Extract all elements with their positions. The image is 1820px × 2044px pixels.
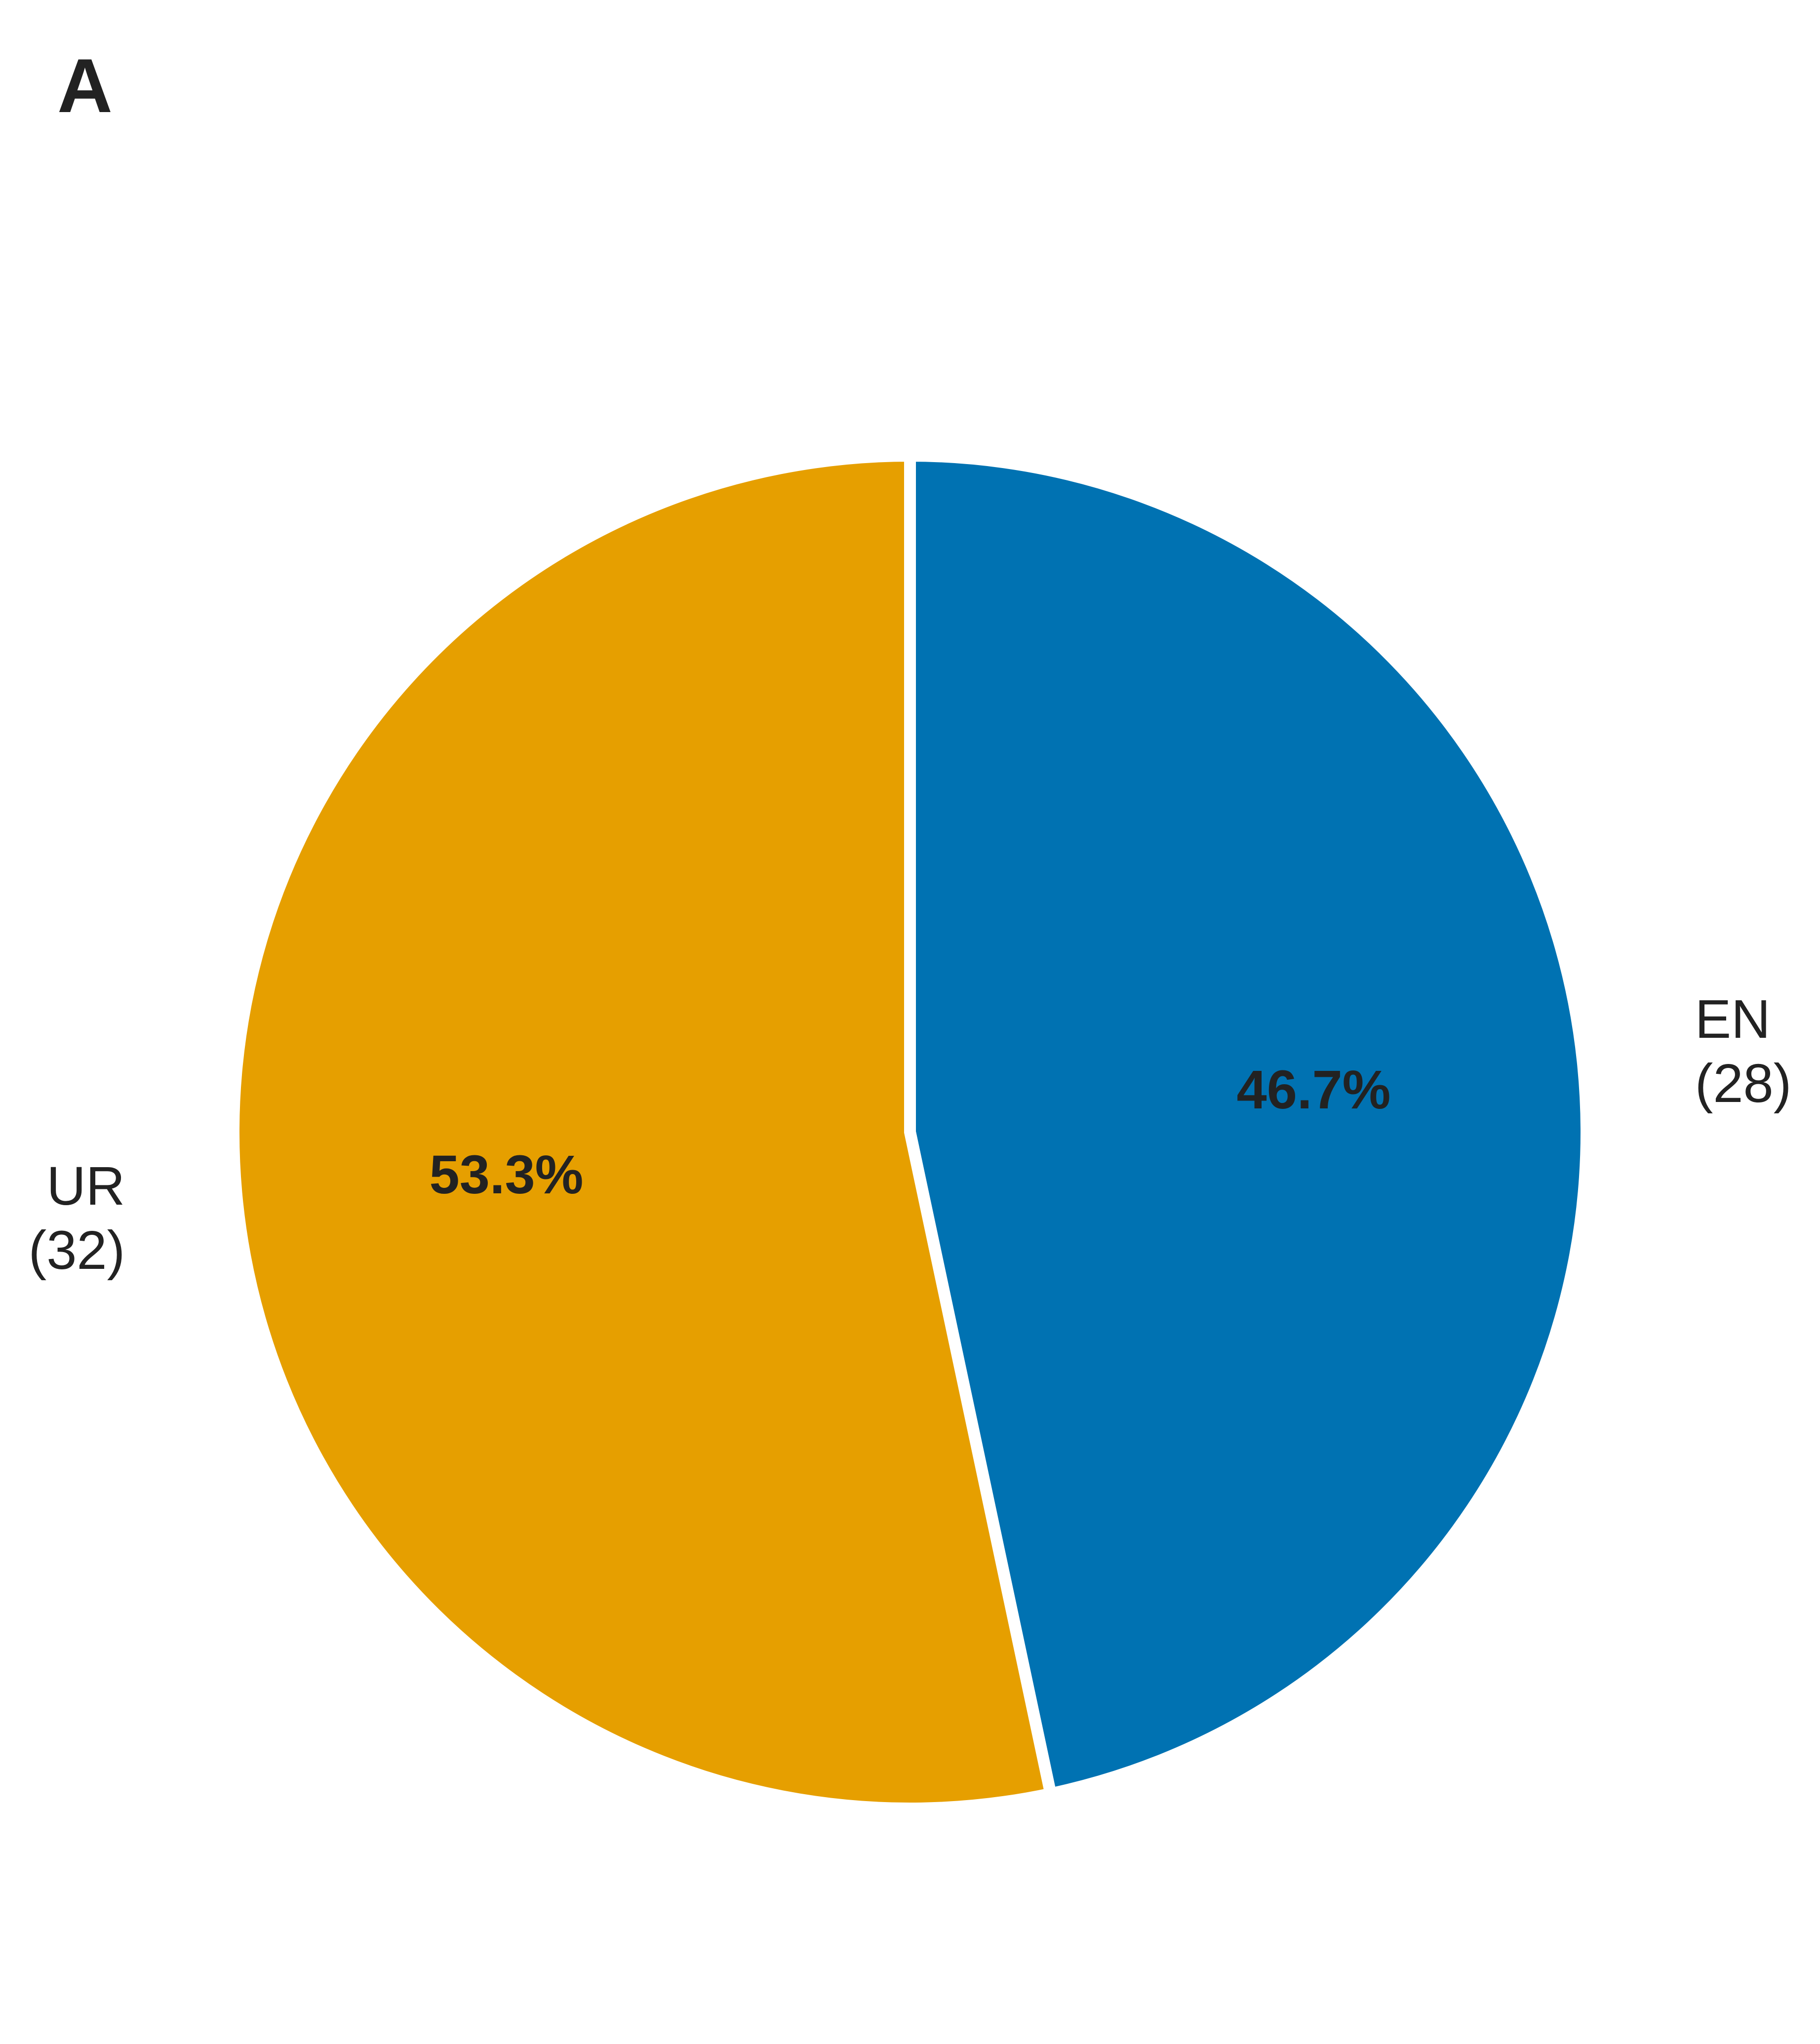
slice-category: EN [1695,989,1771,1050]
pie-labels: 46.7% EN (28) 53.3% UR (32) [29,989,1792,1281]
pie-slice-ur [227,449,1058,1814]
slice-category: UR [46,1156,125,1217]
pie-slice-en [904,449,1592,1801]
panel-label: A [57,43,113,128]
percent-label-ur: 53.3% [430,1144,584,1205]
percent-label-en: 46.7% [1237,1060,1391,1120]
slice-label-ur: UR (32) [29,1156,125,1281]
pie-slices [227,449,1592,1814]
slice-count: (28) [1695,1053,1792,1114]
slice-label-en: EN (28) [1695,989,1792,1114]
slice-count: (32) [29,1220,125,1281]
